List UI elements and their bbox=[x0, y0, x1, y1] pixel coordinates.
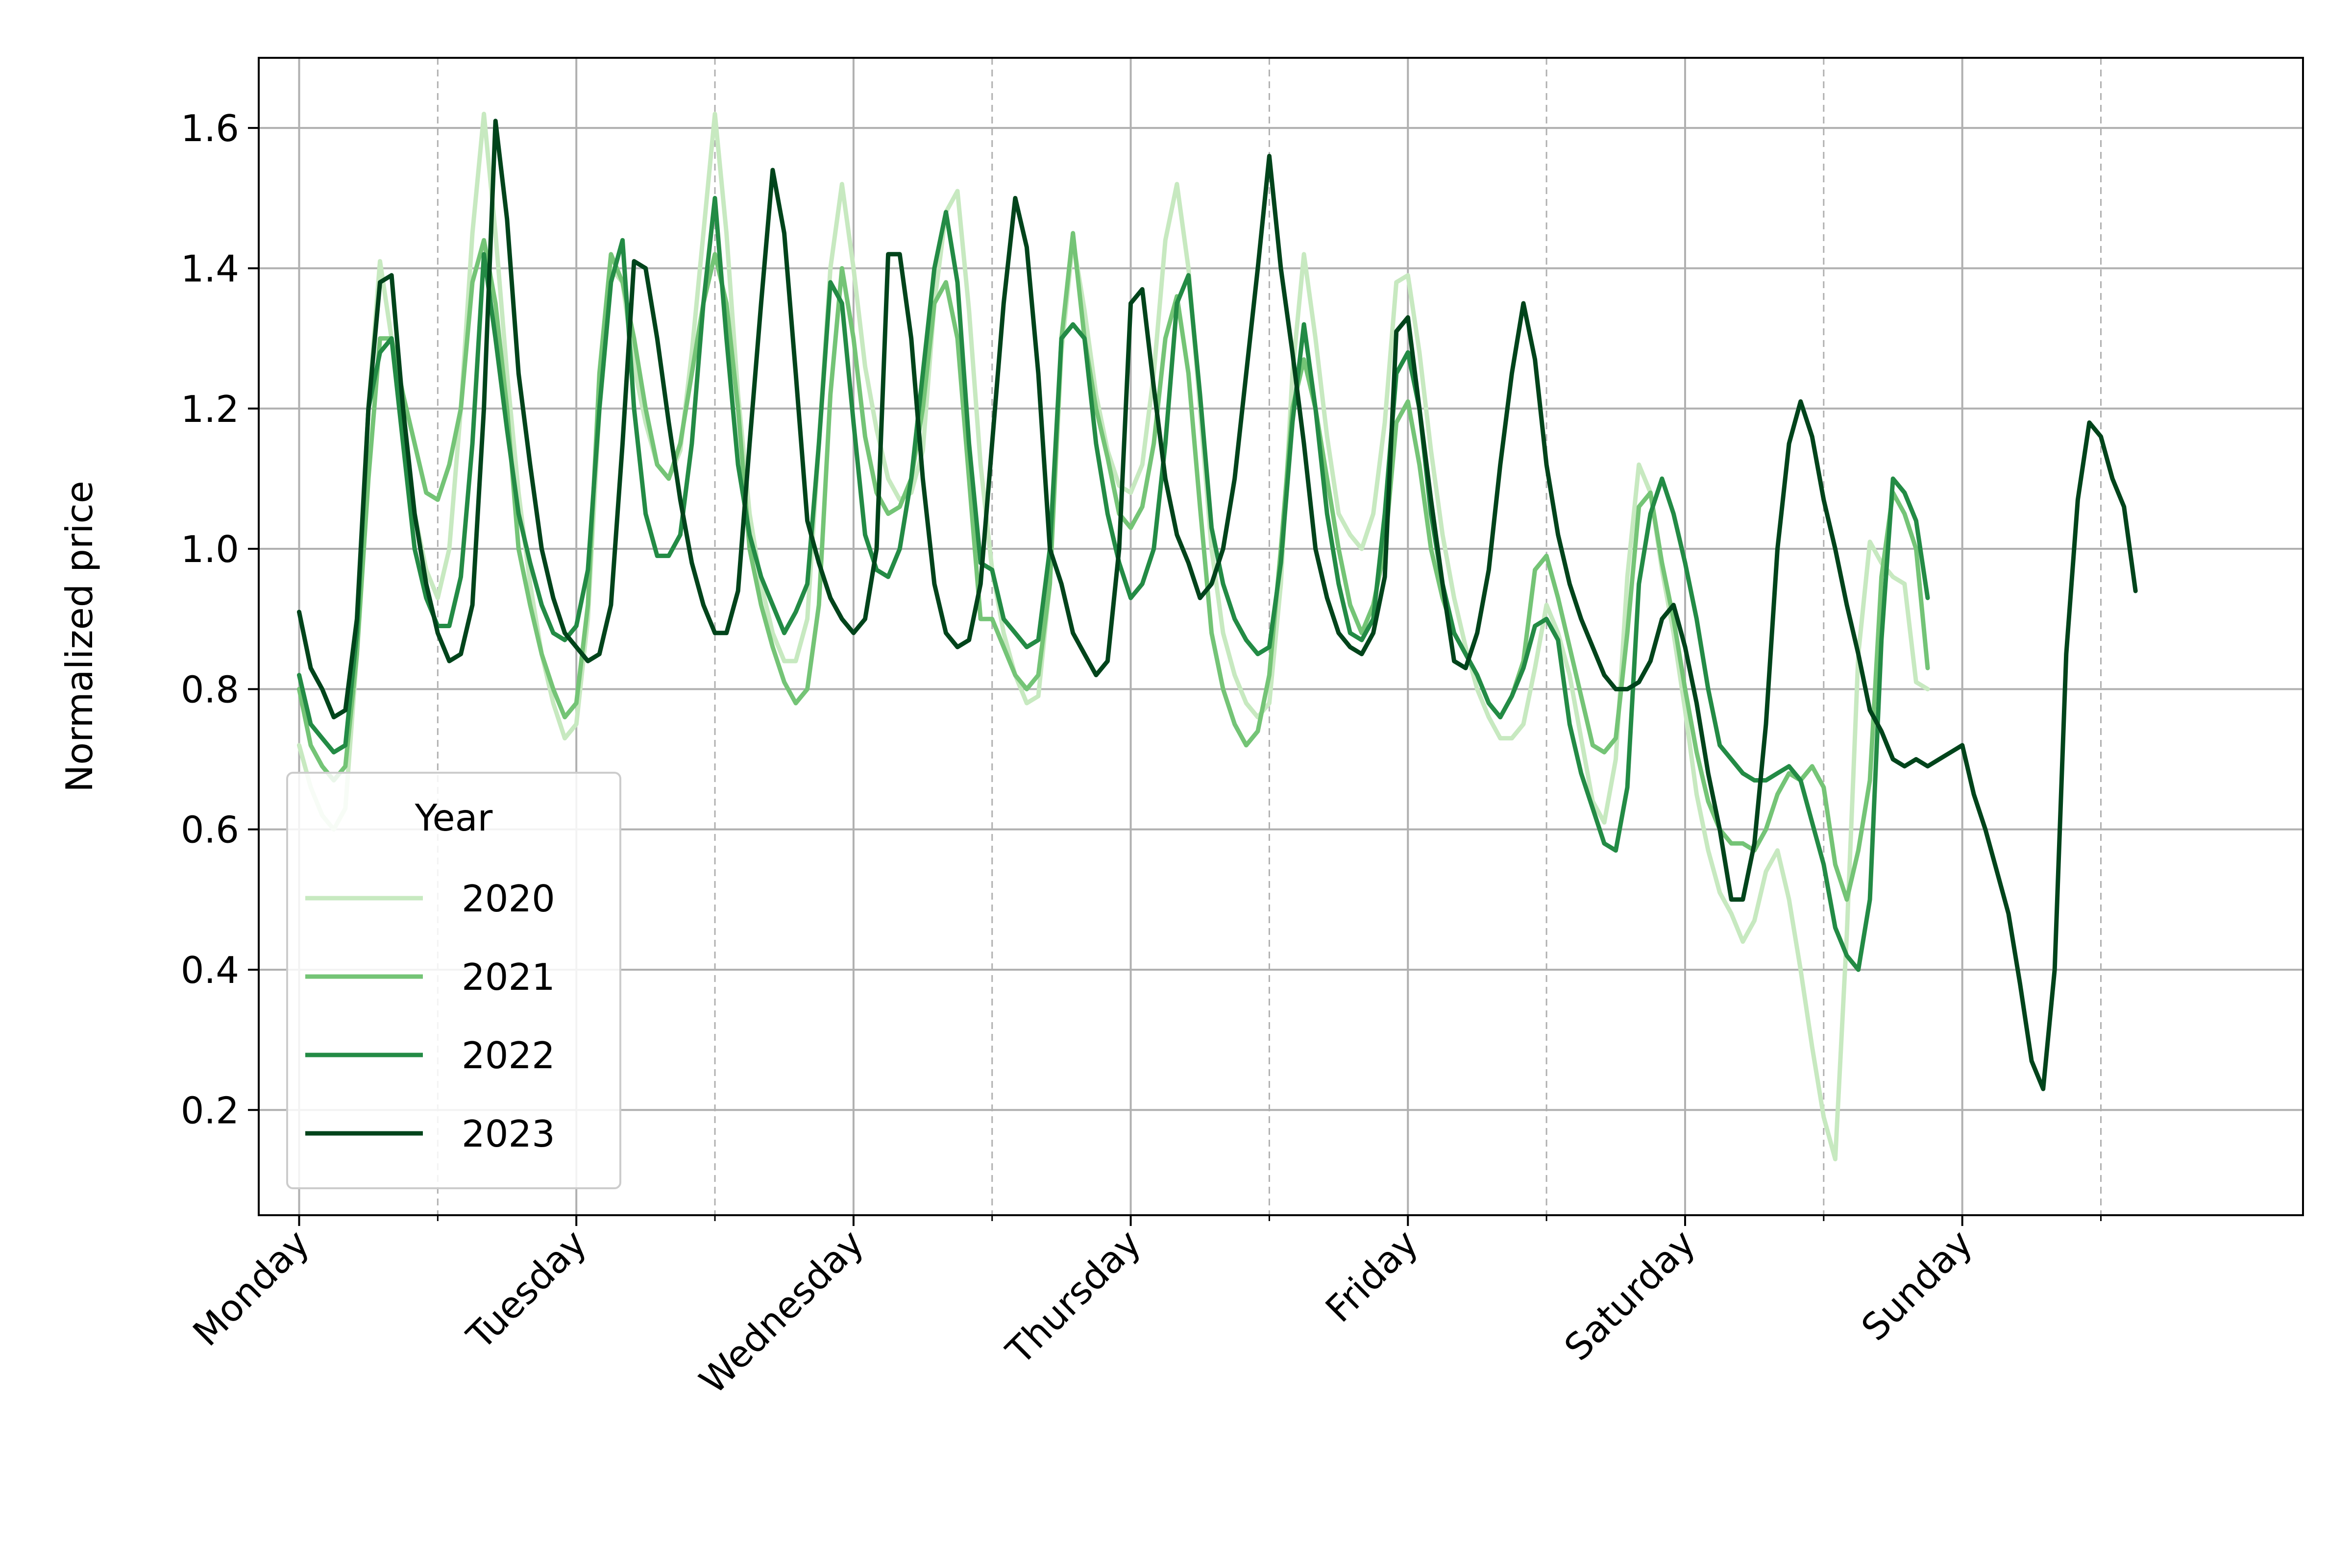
legend-title: Year bbox=[415, 796, 493, 839]
series-line-2022 bbox=[297, 196, 1930, 972]
legend-box bbox=[286, 772, 621, 1189]
y-tick-label: 0.4 bbox=[181, 949, 239, 992]
y-tick-label: 0.6 bbox=[181, 808, 239, 852]
legend-label: 2020 bbox=[462, 877, 555, 920]
y-tick-label: 0.8 bbox=[181, 668, 239, 711]
legend-label: 2022 bbox=[462, 1034, 555, 1077]
legend-label: 2023 bbox=[462, 1112, 555, 1155]
series-line-2021 bbox=[297, 231, 1930, 902]
y-tick-label: 1.2 bbox=[181, 388, 239, 431]
legend: Year 2020 2021 2022 2023 bbox=[286, 772, 621, 1189]
series-lines bbox=[297, 112, 2138, 1161]
legend-label: 2021 bbox=[462, 956, 555, 999]
series-line-2023 bbox=[297, 119, 2138, 1091]
y-axis-label: Normalized price bbox=[58, 481, 101, 792]
y-tick-label: 1.6 bbox=[181, 107, 239, 150]
y-tick-label: 0.2 bbox=[181, 1089, 239, 1132]
plot-frame bbox=[258, 57, 2304, 1216]
y-tick-label: 1.4 bbox=[181, 247, 239, 290]
y-tick-label: 1.0 bbox=[181, 528, 239, 571]
